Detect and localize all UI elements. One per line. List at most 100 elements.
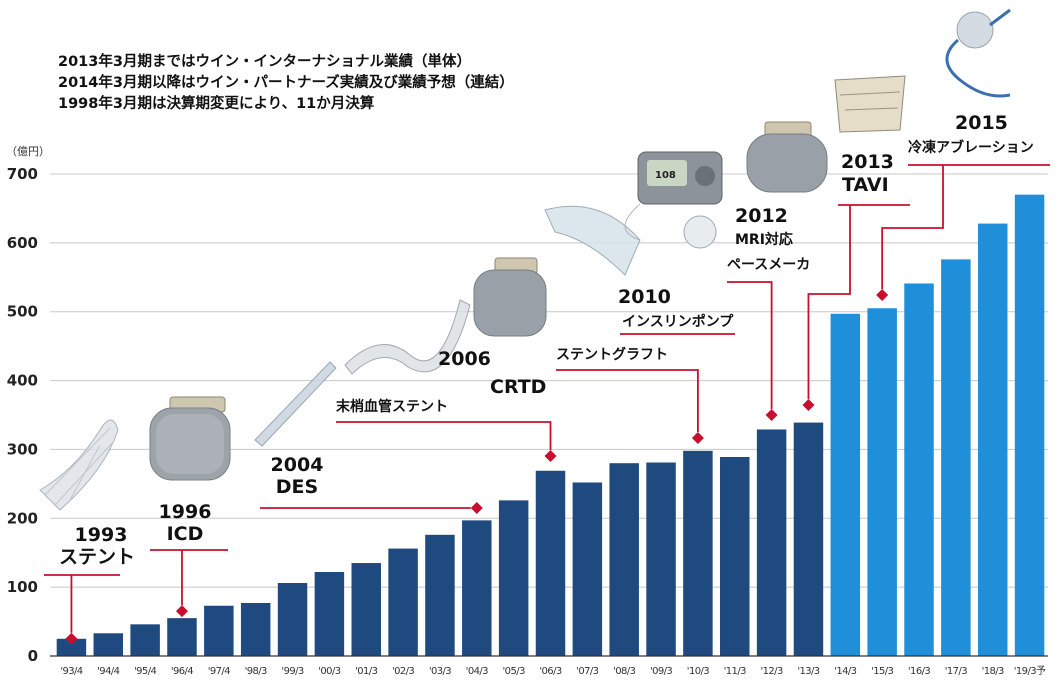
annotation-marker (65, 632, 78, 645)
bar-5 (240, 602, 271, 656)
annotation-2004-year: 2004 (270, 454, 324, 476)
device-illustrations: 108 (39, 8, 1011, 511)
bar-17 (683, 450, 713, 656)
y-tick-label: 0 (28, 647, 38, 665)
annotation-marker (765, 409, 778, 421)
bar-19 (756, 429, 787, 656)
y-tick-label: 700 (7, 165, 38, 183)
annotation-2006-label: CRTD (490, 376, 547, 398)
x-tick-label: '95/4 (134, 666, 156, 677)
x-tick-label: '08/3 (613, 666, 635, 677)
bar-22 (867, 308, 897, 656)
stent-illustration (39, 419, 119, 511)
annotation-1993-label: ステント (58, 546, 135, 568)
bar-7 (314, 571, 345, 656)
annotation-2015-year: 2015 (955, 112, 1008, 134)
tavi-valve-illustration (834, 75, 906, 133)
annotation-marker (470, 502, 483, 514)
y-tick-label: 200 (7, 509, 38, 527)
bar-8 (351, 563, 381, 656)
annotation-marker (175, 605, 188, 618)
note-line-2: 2014年3月期以降はウイン・パートナーズ実績及び業績予想（連結） (58, 75, 514, 91)
bar-16 (646, 462, 676, 656)
annotation-2012-label2: ペースメーカ (727, 257, 811, 273)
x-tick-label: '02/3 (392, 666, 414, 677)
annotation-2010-label2: ステントグラフト (556, 347, 668, 363)
annotation-leader-line (727, 281, 773, 409)
annotation-leader-line (881, 165, 944, 289)
bar-0 (56, 638, 87, 656)
bar-4 (204, 605, 234, 656)
x-tick-label: '96/4 (171, 666, 193, 677)
bar-6 (277, 583, 308, 656)
annotation-1996-label: ICD (166, 523, 204, 545)
x-tick-label: '18/3 (982, 666, 1004, 677)
annotation-2006-label2: 末梢血管ステント (336, 399, 448, 415)
annotation-1993-year: 1993 (74, 524, 128, 546)
x-tick-label: '11/3 (724, 666, 746, 677)
annotation-leader-line (807, 205, 851, 399)
x-tick-label: '03/3 (429, 666, 451, 677)
y-tick-label: 100 (7, 578, 38, 596)
note-line-1: 2013年3月期まではウイン・インターナショナル業績（単体） (58, 54, 471, 70)
crtd-device-illustration (473, 257, 547, 337)
x-tick-label: '07/3 (576, 666, 598, 677)
annotation-marker (544, 450, 557, 462)
x-tick-label: '05/3 (503, 666, 525, 677)
annotation-leaders (44, 164, 1050, 645)
bar-15 (609, 463, 639, 656)
insulin-pump-illustration: 108 (624, 151, 723, 249)
annotation-2010-year: 2010 (618, 286, 671, 308)
bar-12 (498, 500, 529, 656)
annotation-2015-label: 冷凍アブレーション (908, 140, 1034, 156)
x-tick-label: '97/4 (208, 666, 230, 677)
bar-26 (1014, 194, 1045, 656)
x-tick-label: '16/3 (908, 666, 930, 677)
x-tick-label: '01/3 (355, 666, 377, 677)
bar-10 (425, 534, 455, 656)
bars (56, 194, 1045, 656)
annotation-2013-label: TAVI (842, 174, 889, 196)
x-tick-label: '93/4 (60, 666, 82, 677)
x-tick-label: '17/3 (945, 666, 967, 677)
icd-device-illustration (149, 396, 231, 481)
bar-11 (462, 520, 492, 656)
bar-3 (167, 618, 197, 656)
bar-23 (904, 283, 934, 656)
y-tick-label: 600 (7, 234, 38, 252)
x-tick-label: '15/3 (871, 666, 893, 677)
x-tick-label: '94/4 (97, 666, 119, 677)
annotation-marker (876, 289, 889, 301)
bar-1 (93, 633, 124, 656)
y-tick-label: 400 (7, 372, 38, 390)
annotation-leader-line (556, 369, 699, 432)
x-tick-label: '00/3 (318, 666, 340, 677)
annotation-2004-label: DES (275, 476, 319, 498)
annotation-2012-year: 2012 (735, 205, 788, 227)
x-tick-label: '98/3 (245, 666, 267, 677)
bar-2 (130, 624, 160, 656)
annotation-2010-label: インスリンポンプ (622, 314, 734, 330)
y-tick-label: 500 (7, 303, 38, 321)
annotation-2006-year: 2006 (438, 348, 491, 370)
x-tick-label: '06/3 (539, 666, 561, 677)
annotation-marker (802, 399, 815, 411)
annotation-1996-year: 1996 (158, 501, 212, 523)
des-stent-illustration (254, 361, 337, 447)
bar-13 (535, 470, 566, 656)
x-tick-label: '10/3 (687, 666, 709, 677)
stent-graft-illustration (544, 205, 641, 276)
bar-20 (793, 422, 824, 656)
y-tick-label: 300 (7, 440, 38, 458)
x-tick-label: '12/3 (761, 666, 783, 677)
x-axis-ticks: '93/4 '94/4 '95/4 '96/4 '97/4 '98/3 '99/3 '00/3… (60, 665, 1046, 677)
bar-14 (572, 482, 603, 656)
bar-24 (941, 259, 971, 656)
bar-21 (830, 313, 861, 656)
x-tick-label: '14/3 (834, 666, 856, 677)
y-axis-ticks: 0 100 200 300 400 500 600 700 (7, 165, 38, 665)
annotation-2013-year: 2013 (841, 151, 894, 173)
bar-9 (388, 548, 418, 656)
y-unit-label: （億円） (6, 145, 50, 158)
